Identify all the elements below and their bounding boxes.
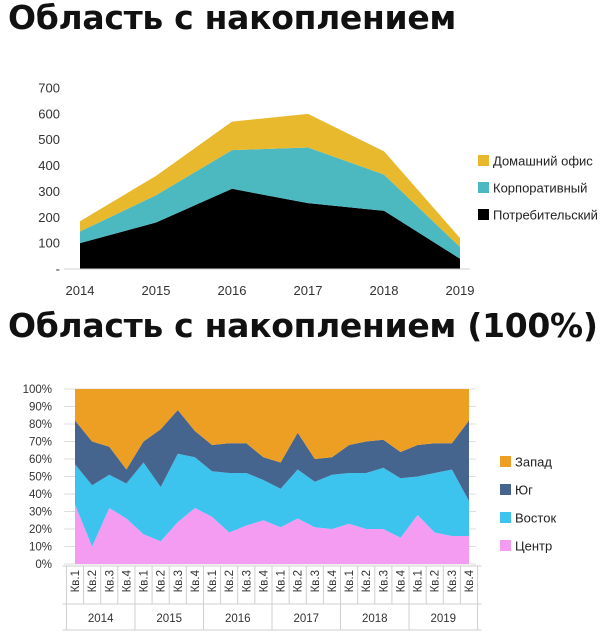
chart2-area-2 xyxy=(75,410,469,501)
chart2-area-1 xyxy=(75,453,469,547)
chart2-y-tick-label: 100% xyxy=(23,384,52,396)
chart2-y-tick-label: 40% xyxy=(29,489,52,501)
chart2-y-tick-label: 50% xyxy=(29,472,52,484)
chart2-group-label: 2019 xyxy=(431,613,457,625)
chart2-x-tick-label: Кв.4 xyxy=(121,569,133,592)
chart2-x-tick-label: Кв.2 xyxy=(224,570,236,592)
chart1-area-1 xyxy=(80,147,460,259)
chart1-y-tick-label: 500 xyxy=(38,132,60,147)
chart2-area-3 xyxy=(75,389,469,470)
chart2-y-tick-label: 60% xyxy=(29,454,52,466)
chart2-group-label: 2015 xyxy=(156,613,182,625)
chart1-area-2 xyxy=(80,113,460,248)
chart2-y-tick-label: 20% xyxy=(29,524,52,536)
chart2-legend-label: Юг xyxy=(515,483,533,498)
chart1-y-tick-label: 700 xyxy=(38,81,60,96)
chart2-x-tick-label: Кв.3 xyxy=(241,570,253,592)
chart1-y-tick-label: 100 xyxy=(38,236,60,251)
chart1-y-tick-label: - xyxy=(56,262,60,277)
chart1-x-tick-label: 2014 xyxy=(66,283,95,298)
chart2-x-tick-label: Кв.2 xyxy=(293,570,305,592)
chart2-legend-swatch xyxy=(500,456,511,467)
chart2-group-label: 2016 xyxy=(225,613,251,625)
chart2-legend-label: Восток xyxy=(515,511,556,526)
chart2-x-tick-label: Кв.3 xyxy=(104,570,116,592)
chart2-group-label: 2018 xyxy=(362,613,388,625)
chart1-area-0 xyxy=(80,188,460,269)
chart-1-title: Область с накоплением xyxy=(8,0,457,37)
chart1-y-tick-label: 600 xyxy=(38,106,60,121)
chart1-legend-swatch xyxy=(478,182,489,193)
chart1-legend-label: Домашний офис xyxy=(493,154,593,169)
chart2-y-tick-label: 30% xyxy=(29,507,52,519)
chart1-y-tick-label: 300 xyxy=(38,184,60,199)
chart2-y-tick-label: 10% xyxy=(29,542,52,554)
chart2-x-tick-label: Кв.2 xyxy=(87,570,99,592)
chart1-y-tick-label: 200 xyxy=(38,210,60,225)
chart1-legend-swatch xyxy=(478,155,489,166)
chart1-legend-label: Потребительский xyxy=(493,208,598,223)
chart1-legend-label: Корпоративный xyxy=(493,181,587,196)
chart2-x-tick-label: Кв.3 xyxy=(310,570,322,592)
chart2-group-label: 2017 xyxy=(293,613,319,625)
chart2-x-tick-label: Кв.3 xyxy=(447,570,459,592)
chart2-y-tick-label: 70% xyxy=(29,437,52,449)
chart2-x-tick-label: Кв.2 xyxy=(361,570,373,592)
chart2-x-tick-label: Кв.4 xyxy=(258,569,270,592)
chart2-x-tick-label: Кв.4 xyxy=(327,569,339,592)
chart2-x-tick-label: Кв.1 xyxy=(413,570,425,592)
chart2-y-tick-label: 90% xyxy=(29,402,52,414)
chart2-x-tick-label: Кв.4 xyxy=(396,569,408,592)
chart2-legend-label: Запад xyxy=(515,455,552,470)
chart2-y-tick-label: 80% xyxy=(29,419,52,431)
chart2-x-tick-label: Кв.2 xyxy=(430,570,442,592)
chart1-legend-swatch xyxy=(478,209,489,220)
chart1-x-tick-label: 2017 xyxy=(294,283,323,298)
chart2-legend-label: Центр xyxy=(515,539,552,554)
chart2-x-tick-label: Кв.1 xyxy=(276,570,288,592)
chart2-x-tick-label: Кв.3 xyxy=(173,570,185,592)
chart2-x-tick-label: Кв.2 xyxy=(156,570,168,592)
chart2-x-tick-label: Кв.4 xyxy=(464,569,476,592)
chart-2-title: Область с накоплением (100%) xyxy=(8,306,598,345)
chart2-area-0 xyxy=(75,504,469,564)
chart2-x-tick-label: Кв.1 xyxy=(344,570,356,592)
chart1-x-tick-label: 2018 xyxy=(370,283,399,298)
chart1-x-tick-label: 2015 xyxy=(142,283,171,298)
chart2-group-label: 2014 xyxy=(88,613,114,625)
chart2-x-tick-label: Кв.3 xyxy=(378,570,390,592)
chart2-x-tick-label: Кв.1 xyxy=(207,570,219,592)
chart2-y-tick-label: 0% xyxy=(35,559,52,571)
chart2-x-tick-label: Кв.1 xyxy=(70,570,82,592)
chart2-x-tick-label: Кв.1 xyxy=(139,570,151,592)
chart1-x-tick-label: 2016 xyxy=(218,283,247,298)
chart2-x-tick-label: Кв.4 xyxy=(190,569,202,592)
chart1-x-tick-label: 2019 xyxy=(446,283,475,298)
chart1-y-tick-label: 400 xyxy=(38,158,60,173)
chart2-legend-swatch xyxy=(500,540,511,551)
chart2-legend-swatch xyxy=(500,512,511,523)
chart2-legend-swatch xyxy=(500,484,511,495)
